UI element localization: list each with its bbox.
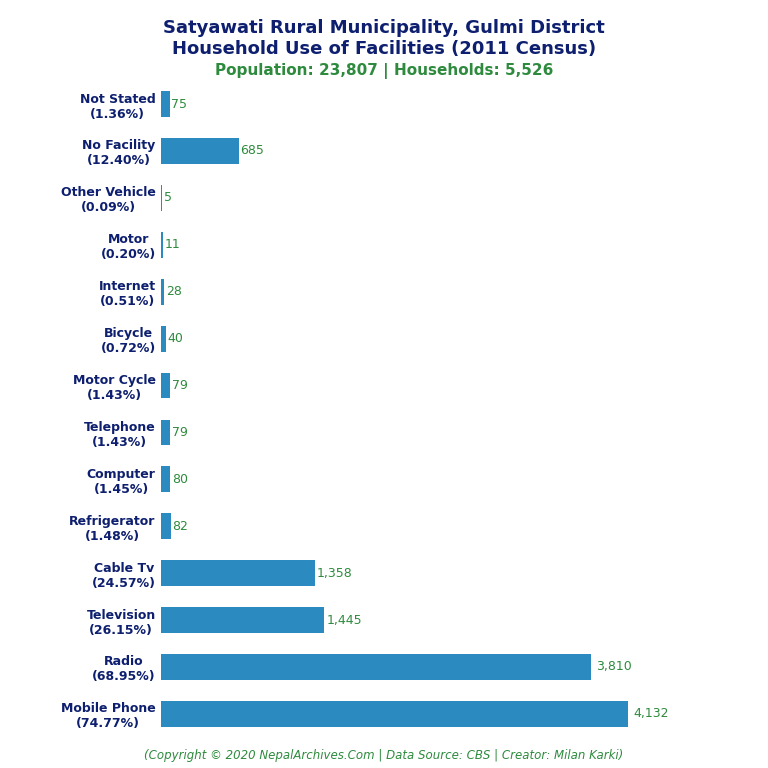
Bar bbox=[161, 326, 166, 352]
Bar bbox=[161, 372, 170, 399]
Bar bbox=[161, 654, 591, 680]
Text: 40: 40 bbox=[167, 332, 184, 345]
Bar bbox=[161, 701, 627, 727]
Text: 80: 80 bbox=[172, 473, 188, 486]
Text: 3,810: 3,810 bbox=[597, 660, 632, 674]
Text: (Copyright © 2020 NepalArchives.Com | Data Source: CBS | Creator: Milan Karki): (Copyright © 2020 NepalArchives.Com | Da… bbox=[144, 749, 624, 762]
Text: 5: 5 bbox=[164, 191, 171, 204]
Text: 79: 79 bbox=[172, 426, 187, 439]
Text: 11: 11 bbox=[164, 238, 180, 251]
Bar bbox=[161, 513, 170, 539]
Bar bbox=[161, 91, 170, 117]
Bar bbox=[161, 279, 164, 305]
Text: 1,445: 1,445 bbox=[326, 614, 362, 627]
Text: 75: 75 bbox=[171, 98, 187, 111]
Text: Satyawati Rural Municipality, Gulmi District: Satyawati Rural Municipality, Gulmi Dist… bbox=[163, 19, 605, 37]
Text: 79: 79 bbox=[172, 379, 187, 392]
Bar bbox=[161, 560, 315, 586]
Text: 1,358: 1,358 bbox=[316, 567, 352, 580]
Text: 82: 82 bbox=[172, 520, 188, 533]
Bar bbox=[161, 419, 170, 445]
Bar bbox=[161, 466, 170, 492]
Text: Household Use of Facilities (2011 Census): Household Use of Facilities (2011 Census… bbox=[172, 40, 596, 58]
Text: 4,132: 4,132 bbox=[633, 707, 669, 720]
Bar bbox=[161, 607, 324, 633]
Text: 685: 685 bbox=[240, 144, 264, 157]
Text: Population: 23,807 | Households: 5,526: Population: 23,807 | Households: 5,526 bbox=[215, 63, 553, 79]
Bar bbox=[161, 138, 239, 164]
Text: 28: 28 bbox=[166, 285, 182, 298]
Bar bbox=[161, 232, 163, 258]
